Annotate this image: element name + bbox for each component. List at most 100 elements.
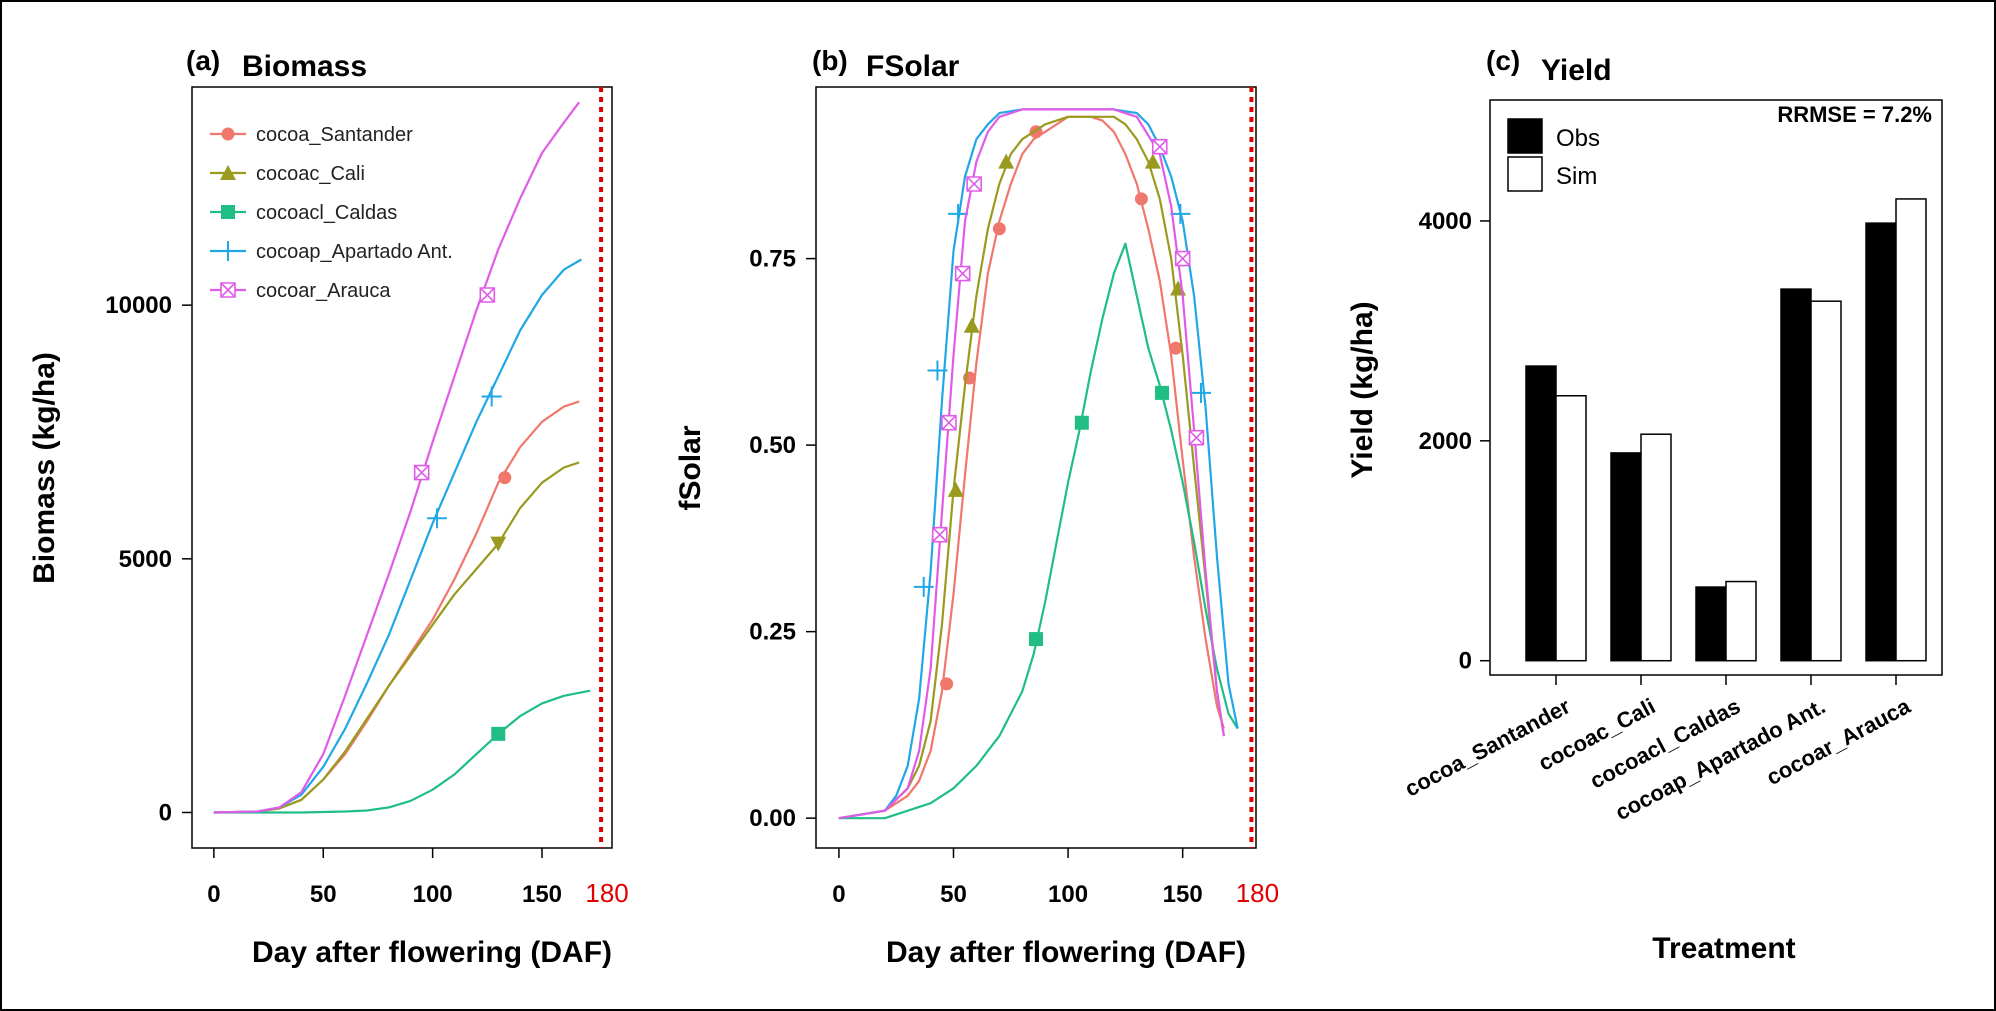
legend-item-cocoa-santander: cocoa_Santander bbox=[210, 124, 413, 146]
x-tick-label: 100 bbox=[413, 881, 453, 908]
marker-cocoac-cali bbox=[998, 153, 1015, 169]
panel-b-x-axis-title: Day after flowering (DAF) bbox=[886, 936, 1246, 969]
bar-sim-cocoap-apartado-ant bbox=[1810, 300, 1842, 662]
marker-cocoap-apartado-ant bbox=[1170, 203, 1191, 224]
marker-cocoar-arauca bbox=[1151, 138, 1168, 155]
marker-cocoa-santander bbox=[940, 677, 954, 691]
series-line-cocoap-apartado-ant bbox=[213, 258, 582, 814]
panel-b-y-axis-title: fSolar bbox=[674, 425, 707, 510]
marker-cocoac-cali bbox=[1144, 153, 1161, 169]
bar-obs-cocoar-arauca bbox=[1865, 222, 1897, 662]
legend-item-cocoar-arauca: cocoar_Arauca bbox=[210, 280, 391, 302]
panel-b-plot-frame bbox=[815, 86, 1257, 849]
marker-cocoar-arauca bbox=[1174, 250, 1191, 267]
legend-swatch bbox=[1507, 156, 1543, 192]
x-tick-label: 150 bbox=[522, 881, 562, 908]
series-line-cocoa-santander bbox=[838, 115, 1225, 820]
marker-cocoa-santander bbox=[1134, 192, 1148, 206]
marker-cocoap-apartado-ant bbox=[427, 508, 447, 529]
x-tick-label: 0 bbox=[207, 881, 220, 908]
y-tick-label: 0 bbox=[159, 799, 172, 826]
marker-cocoar-arauca bbox=[1188, 429, 1205, 446]
bar-sim-cocoar-arauca bbox=[1895, 198, 1927, 662]
panel-b-letter: (b) bbox=[812, 45, 848, 76]
marker-cocoacl-caldas bbox=[1074, 415, 1089, 430]
legend-marker-cocoa-santander bbox=[221, 127, 235, 141]
series-line-cocoar-arauca bbox=[838, 108, 1225, 820]
legend-item-sim: Sim bbox=[1507, 156, 1597, 192]
panel-c-legend: Obs Sim bbox=[1507, 118, 1600, 192]
y-tick-label: 0.25 bbox=[749, 619, 796, 646]
bar-obs-cocoac-cali bbox=[1610, 452, 1642, 662]
panel-c-y-axis-title: Yield (kg/ha) bbox=[1346, 301, 1379, 478]
reference-line-label: 180 bbox=[585, 878, 628, 908]
marker-cocoa-santander bbox=[992, 222, 1006, 236]
panel-a-reference-line: 180 bbox=[585, 87, 629, 908]
bar-obs-cocoap-apartado-ant bbox=[1780, 288, 1812, 662]
panel-a-letter: (a) bbox=[186, 45, 220, 76]
bar-sim-cocoa-santander bbox=[1555, 394, 1587, 662]
biomass-panel: (a) Biomass 0 5000 10000 0 50 100 150 180 Day … bbox=[28, 45, 629, 969]
panel-c-ticks: 0 2000 4000 bbox=[1419, 208, 1897, 685]
bar-obs-cocoa-santander bbox=[1525, 365, 1557, 662]
series-line-cocoac-cali bbox=[838, 115, 1225, 820]
series-line-cocoacl-caldas bbox=[213, 689, 591, 814]
x-tick-label: 50 bbox=[940, 881, 967, 908]
marker-cocoacl-caldas bbox=[1029, 632, 1043, 647]
legend-marker-cocoar-arauca bbox=[220, 282, 236, 298]
marker-cocoar-arauca bbox=[966, 176, 982, 192]
panel-b-title: FSolar bbox=[866, 50, 960, 83]
legend-item-obs: Obs bbox=[1507, 118, 1600, 154]
y-tick-label: 10000 bbox=[105, 292, 172, 319]
panel-a-legend: cocoa_Santander cocoac_Cali cocoacl_Caldas… bbox=[210, 124, 453, 302]
series-line-cocoar-arauca bbox=[213, 101, 581, 814]
legend-label: cocoa_Santander bbox=[256, 124, 413, 146]
x-tick-label: 100 bbox=[1048, 881, 1088, 908]
legend-swatch bbox=[1507, 118, 1543, 154]
y-tick-label: 0.50 bbox=[749, 432, 796, 459]
marker-cocoac-cali bbox=[490, 536, 507, 552]
y-tick-label: 4000 bbox=[1419, 208, 1472, 235]
panel-b-ticks: 0.00 0.25 0.50 0.75 0 50 100 150 bbox=[749, 246, 1202, 908]
legend-marker-cocoac-cali bbox=[220, 165, 236, 180]
marker-cocoap-apartado-ant bbox=[481, 386, 502, 407]
reference-line-label: 180 bbox=[1236, 878, 1279, 908]
marker-cocoar-arauca bbox=[413, 464, 430, 481]
x-tick-label: 0 bbox=[832, 881, 845, 908]
series-line-cocoac-cali bbox=[213, 461, 580, 814]
marker-cocoac-cali bbox=[947, 481, 964, 497]
marker-cocoar-arauca bbox=[941, 414, 957, 431]
marker-cocoar-arauca bbox=[954, 265, 971, 282]
marker-cocoacl-caldas bbox=[1155, 385, 1170, 400]
marker-cocoar-arauca bbox=[479, 287, 496, 303]
panel-a-series bbox=[213, 101, 591, 814]
legend-marker-cocoap-apartado-ant bbox=[218, 241, 238, 261]
legend-label: Sim bbox=[1556, 163, 1597, 190]
marker-cocoap-apartado-ant bbox=[948, 203, 969, 224]
legend-label: cocoacl_Caldas bbox=[256, 202, 397, 224]
panel-c-title: Yield bbox=[1541, 54, 1612, 87]
legend-item-cocoap-apartado-ant: cocoap_Apartado Ant. bbox=[210, 241, 453, 263]
marker-cocoa-santander bbox=[1169, 341, 1183, 355]
legend-item-cocoac-cali: cocoac_Cali bbox=[210, 163, 365, 185]
panel-c-bars bbox=[1525, 198, 1927, 662]
y-tick-label: 0.75 bbox=[749, 246, 796, 273]
legend-label: cocoac_Cali bbox=[256, 163, 365, 185]
x-tick-label: 50 bbox=[310, 881, 337, 908]
panel-a-ticks: 0 5000 10000 0 50 100 150 bbox=[105, 292, 562, 908]
series-line-cocoacl-caldas bbox=[838, 242, 1239, 820]
marker-cocoap-apartado-ant bbox=[927, 360, 948, 381]
y-tick-label: 5000 bbox=[119, 546, 172, 573]
legend-label: cocoar_Arauca bbox=[256, 280, 391, 302]
marker-cocoap-apartado-ant bbox=[913, 576, 934, 597]
bar-sim-cocoacl-caldas bbox=[1725, 580, 1757, 662]
marker-cocoacl-caldas bbox=[491, 726, 506, 741]
marker-cocoa-santander bbox=[498, 471, 512, 485]
x-tick-label: 150 bbox=[1163, 881, 1203, 908]
rrmse-annotation: RRMSE = 7.2% bbox=[1777, 102, 1932, 127]
panel-a-title: Biomass bbox=[242, 50, 367, 83]
marker-cocoar-arauca bbox=[931, 526, 948, 543]
marker-cocoac-cali bbox=[963, 317, 980, 333]
